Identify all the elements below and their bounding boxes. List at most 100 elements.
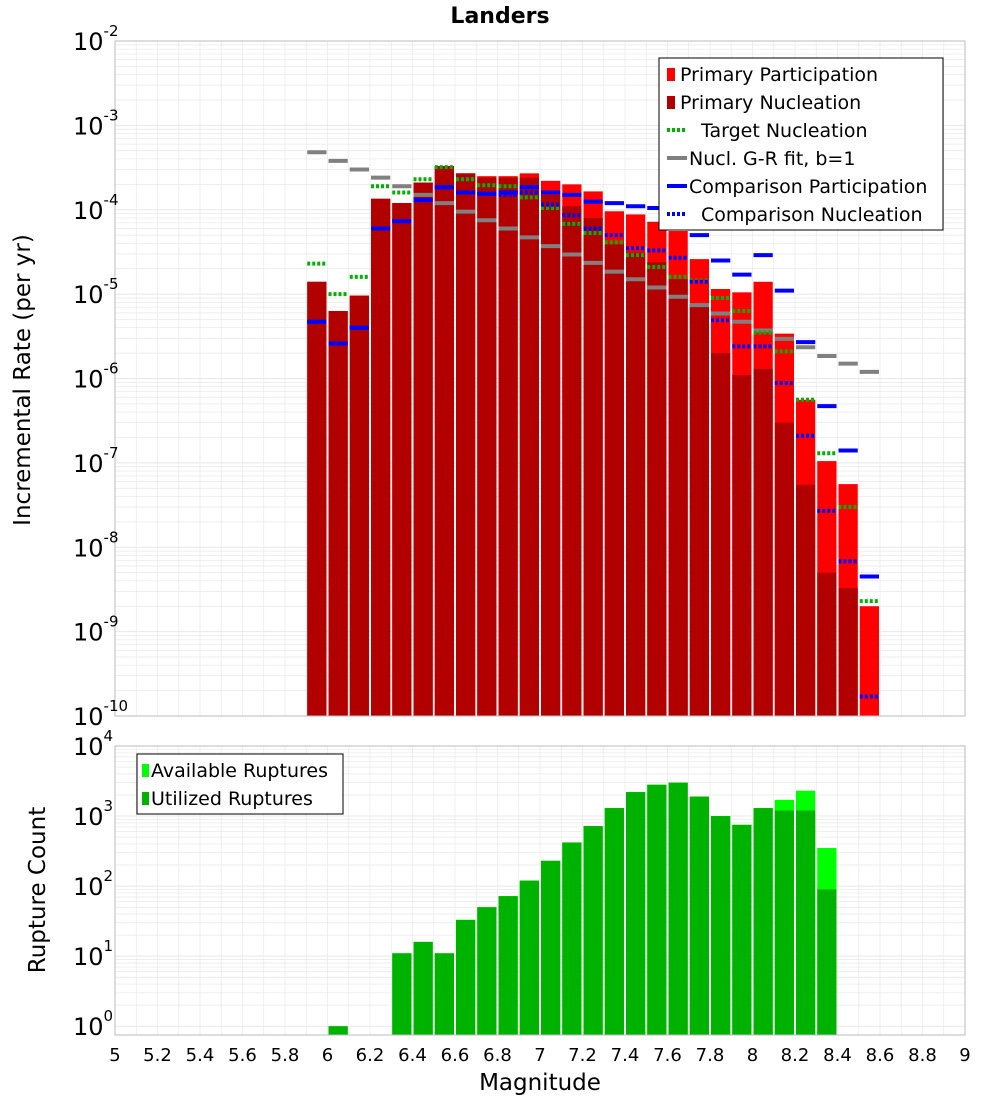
rate-plot-frame <box>114 40 966 717</box>
x-tick-label: 5 <box>109 1045 120 1066</box>
legend-label: Utilized Ruptures <box>151 788 313 810</box>
nucleation-bar <box>328 311 348 716</box>
nucleation-bar <box>434 166 454 717</box>
legend-swatch <box>667 96 675 109</box>
rate-y-ticks: 10-10 10-9 10-8 10-7 10-6 10-5 10-4 10-3 10-2 <box>73 22 128 731</box>
y-tick-label: 10-8 <box>73 528 119 562</box>
nucleation-bar <box>774 422 794 716</box>
x-tick-label: 7 <box>534 1045 545 1066</box>
x-tick-label: 7.4 <box>611 1045 640 1066</box>
x-tick-label: 6.4 <box>398 1045 427 1066</box>
utilized-bar <box>753 808 773 1035</box>
y-tick-exponent: -2 <box>104 22 119 40</box>
x-tick-label: 8.2 <box>781 1045 810 1066</box>
legend-label: Nucl. G-R fit, b=1 <box>689 148 855 170</box>
rate-y-axis-label: Incremental Rate (per yr) <box>10 234 36 526</box>
y-tick-exponent: -10 <box>104 697 129 715</box>
nucleation-bar <box>626 252 646 716</box>
legend-label: Comparison Participation <box>689 176 927 198</box>
y-tick-label: 10-7 <box>73 444 119 478</box>
utilized-bar <box>498 896 518 1035</box>
utilized-bar <box>583 826 603 1035</box>
nucleation-bar <box>413 182 433 716</box>
x-tick-label: 8.6 <box>866 1045 895 1066</box>
nucleation-bar <box>541 194 561 716</box>
x-tick-label: 6.2 <box>356 1045 385 1066</box>
legend-label: Primary Nucleation <box>680 92 861 114</box>
participation-bar <box>859 606 879 716</box>
y-tick-label: 10-5 <box>73 275 119 309</box>
rate-panel: 10-10 10-9 10-8 10-7 10-6 10-5 10-4 10-3 10-2 In… <box>10 22 966 731</box>
y-tick-label: 10-9 <box>73 613 119 647</box>
y-tick-exponent: -8 <box>104 528 119 546</box>
y-tick-label: 10-3 <box>73 106 119 140</box>
y-tick-exponent: 2 <box>104 867 114 885</box>
y-tick-label: 103 <box>73 797 113 831</box>
x-tick-label: 6 <box>322 1045 333 1066</box>
y-tick-exponent: 4 <box>104 727 114 745</box>
legend-label: Target Nucleation <box>700 120 868 142</box>
legend-swatch <box>142 792 149 805</box>
count-y-axis-label: Rupture Count <box>25 807 51 973</box>
nucleation-bar <box>732 375 752 716</box>
x-tick-label: 5.6 <box>228 1045 257 1066</box>
y-tick-exponent: 1 <box>104 937 114 955</box>
utilized-bar <box>711 816 731 1035</box>
nucleation-bar <box>647 262 667 716</box>
y-tick-exponent: -7 <box>104 444 119 462</box>
nucleation-bar <box>817 572 837 716</box>
y-tick-label: 102 <box>73 867 113 901</box>
y-tick-label: 100 <box>73 1007 113 1041</box>
legend-box <box>136 753 344 815</box>
utilized-bar <box>817 889 837 1035</box>
utilized-bar <box>774 810 794 1035</box>
utilized-bar <box>434 953 454 1035</box>
count-plot-frame <box>114 745 966 1036</box>
utilized-bar <box>647 784 667 1035</box>
nucleation-bar <box>796 484 816 716</box>
y-tick-label: 10-10 <box>73 697 128 731</box>
rate-legend: Primary Participation Primary Nucleation T… <box>658 57 944 231</box>
utilized-bar <box>328 1026 348 1035</box>
x-tick-label: 6.8 <box>483 1045 512 1066</box>
y-tick-exponent: -3 <box>104 106 119 124</box>
y-tick-label: 104 <box>73 727 113 761</box>
nucleation-bar <box>562 206 582 716</box>
nucleation-bar <box>604 244 624 717</box>
nucleation-bar <box>349 295 369 716</box>
y-tick-exponent: -9 <box>104 613 119 631</box>
rate-bars <box>307 166 879 717</box>
x-tick-label: 7.2 <box>568 1045 597 1066</box>
y-tick-exponent: -5 <box>104 275 119 293</box>
y-tick-exponent: -4 <box>104 191 119 209</box>
nucleation-bar <box>392 203 412 716</box>
count-y-ticks: 100 101 102 103 104 <box>73 727 113 1041</box>
utilized-bar <box>626 792 646 1035</box>
chart-title: Landers <box>450 4 549 29</box>
legend-swatch <box>667 68 675 81</box>
x-ticks: 5 5.2 5.4 5.6 5.8 6 6.2 6.4 6.6 6.8 7 7.2 7.4 7.6 7.8 8… <box>109 1045 970 1066</box>
nucleation-bar <box>519 177 539 716</box>
nucleation-bar <box>838 587 858 716</box>
utilized-bar <box>392 953 412 1035</box>
utilized-bar <box>456 919 476 1035</box>
nucleation-bar <box>456 173 476 716</box>
x-tick-label: 8.4 <box>823 1045 852 1066</box>
x-tick-label: 8 <box>747 1045 758 1066</box>
legend-box <box>658 57 944 231</box>
legend-swatch <box>142 764 149 777</box>
y-tick-label: 101 <box>73 937 113 971</box>
y-tick-exponent: 3 <box>104 797 114 815</box>
x-axis-label: Magnitude <box>479 1070 601 1096</box>
x-tick-label: 5.2 <box>143 1045 172 1066</box>
y-tick-exponent: -6 <box>104 360 119 378</box>
nucleation-bar <box>307 281 327 716</box>
nucleation-bar <box>711 353 731 716</box>
utilized-bar <box>732 824 752 1035</box>
y-tick-label: 10-4 <box>73 191 119 225</box>
nucleation-bar <box>753 368 773 716</box>
count-legend: Available Ruptures Utilized Ruptures <box>136 753 344 815</box>
nucleation-bar <box>668 279 688 716</box>
